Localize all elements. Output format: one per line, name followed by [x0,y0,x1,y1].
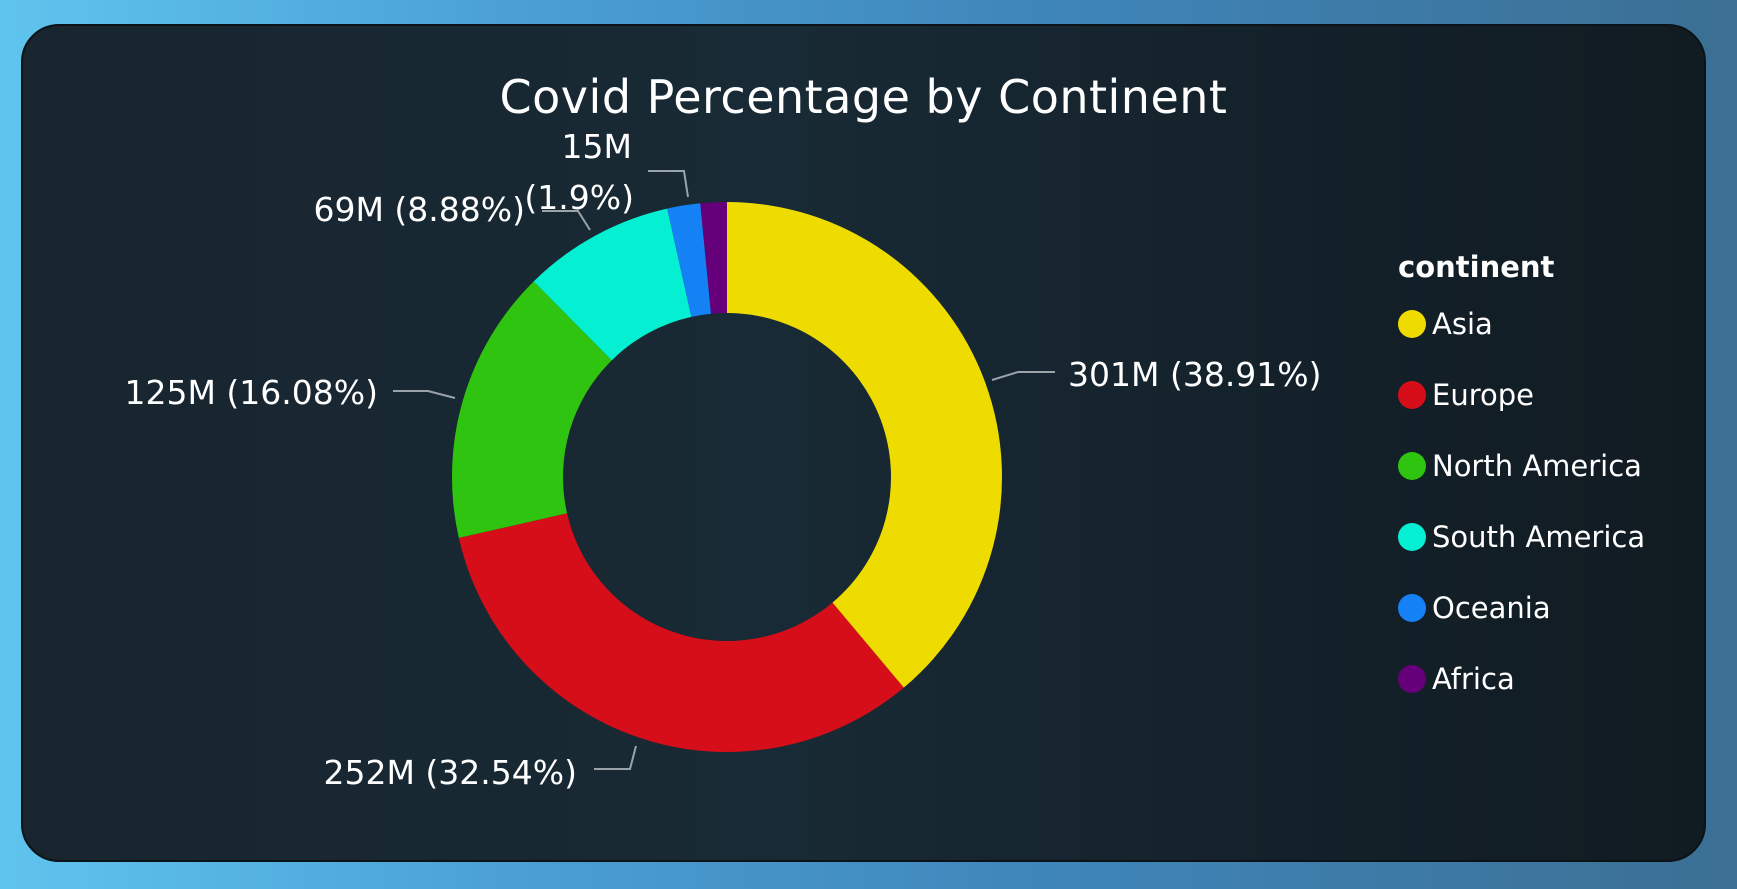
legend-item-north-america[interactable]: North America [1398,448,1645,484]
legend-item-asia[interactable]: Asia [1398,306,1645,342]
legend-swatch [1398,452,1426,480]
legend-label: Europe [1432,378,1534,412]
legend: continent Asia Europe North America South A… [1398,250,1645,732]
legend-item-europe[interactable]: Europe [1398,377,1645,413]
legend-label: Oceania [1432,591,1551,625]
legend-item-oceania[interactable]: Oceania [1398,590,1645,626]
legend-swatch [1398,310,1426,338]
legend-item-south-america[interactable]: South America [1398,519,1645,555]
legend-label: South America [1432,520,1646,554]
legend-label: North America [1432,449,1642,483]
legend-items: Asia Europe North America South America Ocea… [1398,306,1645,697]
legend-item-africa[interactable]: Africa [1398,661,1645,697]
chart-title: Covid Percentage by Continent [499,70,1228,124]
legend-swatch [1398,594,1426,622]
legend-swatch [1398,523,1426,551]
legend-title: continent [1398,250,1555,284]
legend-label: Asia [1432,307,1493,341]
legend-swatch [1398,381,1426,409]
legend-label: Africa [1432,662,1515,696]
legend-swatch [1398,665,1426,693]
